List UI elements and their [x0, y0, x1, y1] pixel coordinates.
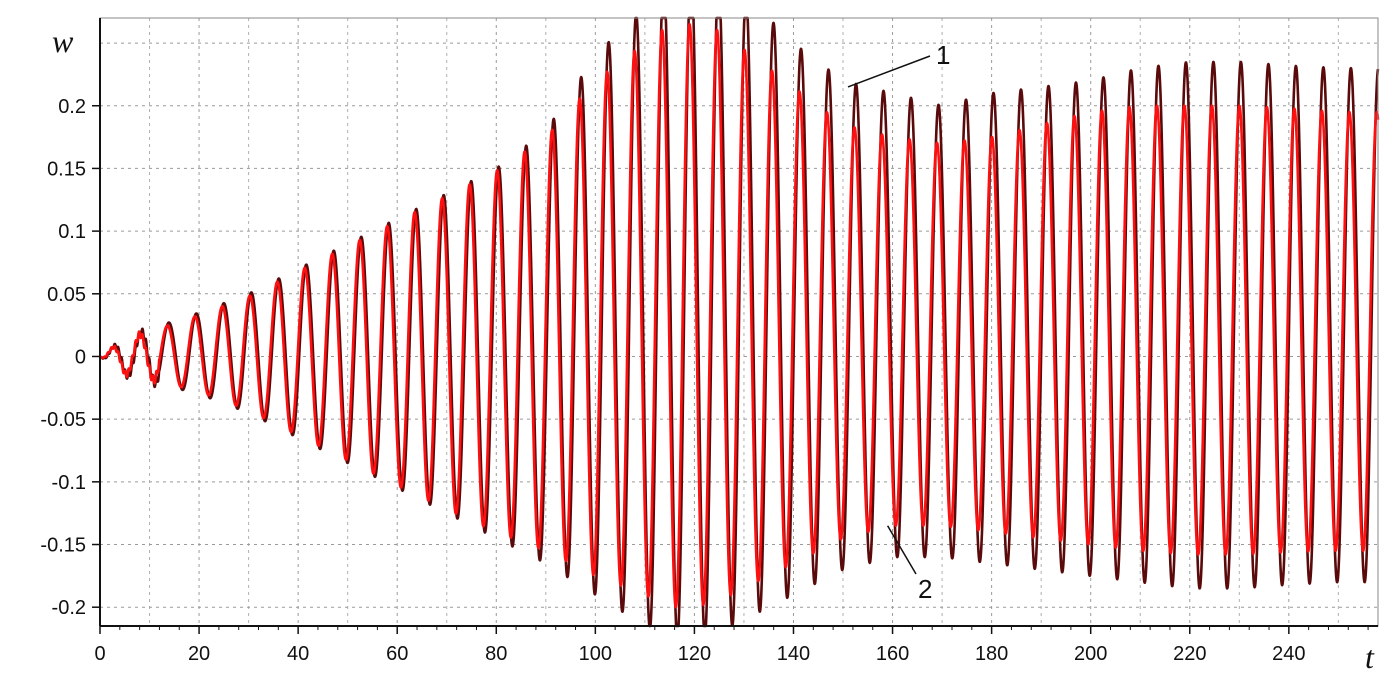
- y-tick-label: 0.2: [58, 96, 86, 118]
- y-tick-label: -0.2: [52, 597, 86, 619]
- x-tick-label: 220: [1173, 643, 1206, 665]
- y-axis-label: w: [52, 23, 74, 59]
- x-tick-label: 160: [876, 643, 909, 665]
- x-tick-label: 240: [1272, 643, 1305, 665]
- y-tick-label: 0.1: [58, 221, 86, 243]
- annotation-label-2: 2: [918, 574, 932, 604]
- x-tick-label: 100: [579, 643, 612, 665]
- annotation-label-1: 1: [936, 40, 950, 70]
- series-line-2: [98, 22, 1380, 609]
- x-axis-label: t: [1365, 639, 1375, 675]
- x-tick-label: 40: [287, 643, 309, 665]
- x-tick-label: 20: [188, 643, 210, 665]
- x-tick-label: 0: [94, 643, 105, 665]
- y-tick-label: 0.05: [47, 284, 86, 306]
- x-tick-label: 180: [975, 643, 1008, 665]
- annotation-leader-1: [847, 55, 931, 88]
- annotation-layer: 12: [847, 40, 950, 604]
- y-tick-label: -0.05: [40, 409, 86, 431]
- y-tick-label: 0: [75, 346, 86, 368]
- x-tick-label: 200: [1074, 643, 1107, 665]
- frame-layer: [99, 17, 1379, 627]
- series-layer: [98, 16, 1380, 628]
- x-tick-label: 80: [485, 643, 507, 665]
- series-line-1: [98, 16, 1380, 628]
- y-tick-label: -0.1: [52, 472, 86, 494]
- tick-layer: 0 20 40 60 80 100 120 140 160 180 200 220 240-0.2-0.…: [40, 96, 1369, 665]
- x-tick-label: 140: [777, 643, 810, 665]
- y-tick-label: 0.15: [47, 158, 86, 180]
- x-tick-label: 60: [386, 643, 408, 665]
- annotation-leader-2: [886, 525, 917, 575]
- x-tick-label: 120: [678, 643, 711, 665]
- y-tick-label: -0.15: [40, 535, 86, 557]
